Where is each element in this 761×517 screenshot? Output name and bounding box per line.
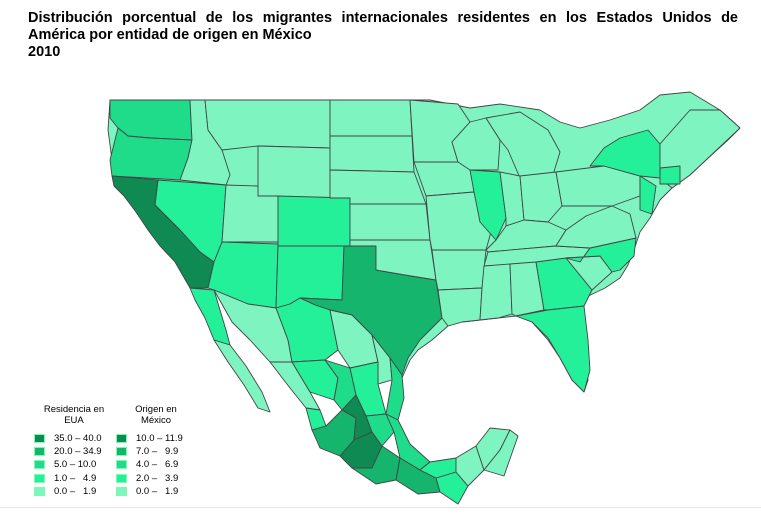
legend-usa-label: 0.0 – 1.9 [54,485,97,497]
legend-mexico-label: 2.0 – 3.9 [136,472,179,484]
state-louisiana [437,287,483,327]
legend-mexico-title-line2: México [140,415,172,426]
legend-usa-row: 5.0 – 10.0 [34,458,114,471]
title-line-2: América por entidad de origen en México [28,27,312,43]
state-quintana-roo [483,429,519,477]
legend-mexico-label: 7.0 – 9.9 [136,446,179,458]
legend-mexico-title-line1: Origen en [135,404,177,415]
state-wisconsin [451,117,501,171]
state-florida [515,305,591,393]
state-kansas [349,203,431,241]
legend-usa-row: 0.0 – 1.9 [34,485,114,498]
legend-mexico-swatch [116,447,127,457]
state-wyoming [257,145,331,199]
legend-usa: Residencia en EUA 35.0 – 40.0 20.0 – 34.9… [34,404,114,498]
legend-usa-swatch [34,473,45,483]
legend-usa-row: 1.0 – 4.9 [34,472,114,485]
legend-usa-swatch [34,486,45,496]
legend-mexico-swatch [116,460,127,470]
legend-usa-swatch [34,447,45,457]
state-ohio [519,171,563,223]
legend-usa-label: 5.0 – 10.0 [54,459,97,471]
legend-mexico: Origen en México 10.0 – 11.9 7.0 – 9.9 4.0… [116,404,196,498]
legend-mexico-row: 0.0 – 1.9 [116,485,196,498]
legend-usa-row: 20.0 – 34.9 [34,445,114,458]
title-line-1: Distribución porcentual de los migrantes… [28,10,738,26]
state-nuevo-leon [371,334,393,385]
state-hidalgo [365,413,395,447]
legend-mexico-swatch [116,434,127,444]
legend-usa-swatch [34,434,45,444]
state-north-dakota [329,99,413,137]
legend-mexico-title: Origen en México [116,404,196,426]
legend-mexico-row: 7.0 – 9.9 [116,445,196,458]
legend-usa-swatch [34,460,45,470]
state-arkansas [431,249,487,291]
map-title: Distribución porcentual de los migrantes… [28,10,738,61]
legend-usa-label: 1.0 – 4.9 [54,472,97,484]
legend-usa-label: 20.0 – 34.9 [54,446,102,458]
state-south-dakota [329,135,415,173]
state-connecticut [659,165,681,185]
state-tabasco [419,457,457,479]
bottom-divider [0,507,761,508]
legend-mexico-label: 10.0 – 11.9 [136,433,183,445]
legend-usa-title: Residencia en EUA [34,404,114,426]
legend-usa-label: 35.0 – 40.0 [54,433,102,445]
state-baja-california-sur [213,339,271,413]
state-colorado [277,195,351,247]
state-new-jersey [639,175,657,215]
legend-mexico-swatch [116,473,127,483]
title-line-3: 2010 [28,44,61,60]
legend-usa-row: 35.0 – 40.0 [34,432,114,445]
legend-mexico-label: 0.0 – 1.9 [136,485,179,497]
state-mississippi [479,263,513,321]
state-montana [204,99,331,151]
legend-mexico-swatch [116,486,127,496]
legend-mexico-label: 4.0 – 6.9 [136,459,179,471]
legend-mexico-row: 4.0 – 6.9 [116,458,196,471]
state-virginia [555,205,637,249]
legend-mexico-row: 2.0 – 3.9 [116,472,196,485]
state-campeche [455,445,485,487]
legend-mexico-row: 10.0 – 11.9 [116,432,196,445]
legend-usa-title-line2: EUA [64,415,84,426]
legend-usa-title-line1: Residencia en [43,404,105,415]
